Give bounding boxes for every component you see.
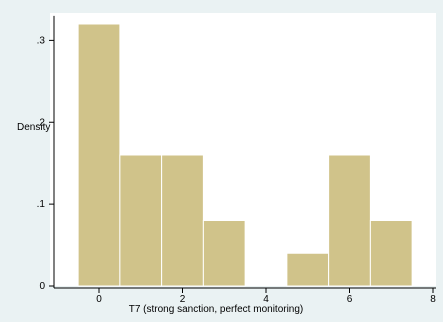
axes: 0 .1 .2 .3 0 2 4 6 8 bbox=[37, 15, 436, 305]
histogram-bar-6 bbox=[369, 220, 413, 287]
x-tick-label-2: 4 bbox=[263, 294, 269, 305]
histogram-bar-1 bbox=[119, 154, 163, 287]
histogram-bar-0 bbox=[77, 23, 121, 287]
y-axis-title: Density bbox=[17, 122, 50, 133]
x-tick-label-0: 0 bbox=[96, 294, 102, 305]
x-tick-label-1: 2 bbox=[180, 294, 186, 305]
x-tick-label-3: 6 bbox=[347, 294, 353, 305]
histogram-bars bbox=[77, 23, 413, 287]
x-tick-label-4: 8 bbox=[430, 294, 436, 305]
histogram-bar-4 bbox=[286, 252, 330, 287]
histogram-bar-2 bbox=[161, 154, 204, 287]
y-tick-label-1: .1 bbox=[37, 199, 46, 210]
y-tick-label-3: .3 bbox=[37, 35, 46, 46]
y-tick-label-0: 0 bbox=[39, 281, 45, 292]
histogram-bar-3 bbox=[202, 220, 246, 287]
histogram-bar-5 bbox=[328, 154, 371, 287]
x-axis-title: T7 (strong sanction, perfect monitoring) bbox=[129, 304, 304, 315]
y-tick-label-2: .2 bbox=[37, 117, 46, 128]
